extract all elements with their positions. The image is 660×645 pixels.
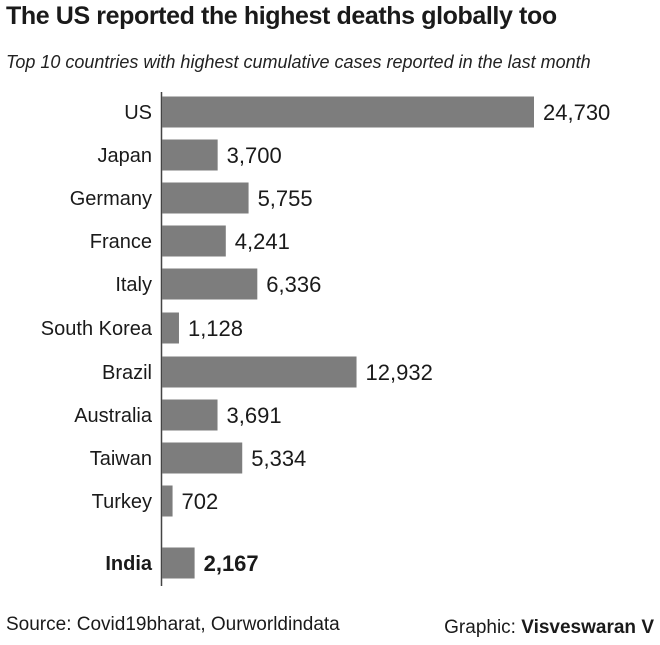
category-label-japan: Japan: [98, 145, 153, 167]
bar-italy: [162, 268, 258, 300]
bar-taiwan: [162, 442, 243, 474]
value-label-france: 4,241: [235, 229, 290, 254]
credit-label: Graphic:: [444, 617, 516, 638]
category-label-turkey: Turkey: [92, 491, 152, 513]
bar-japan: [162, 139, 218, 171]
chart-title: The US reported the highest deaths globa…: [6, 2, 557, 30]
bars-group: US 24,730 Japan 3,700 Germany 5,755 France 4,24…: [41, 96, 610, 579]
bar-australia: [162, 399, 218, 431]
bar-turkey: [162, 485, 173, 517]
category-label-taiwan: Taiwan: [90, 448, 152, 470]
value-label-australia: 3,691: [227, 403, 282, 428]
bar-france: [162, 225, 226, 257]
value-label-india: 2,167: [204, 551, 259, 576]
category-label-italy: Italy: [115, 274, 152, 296]
bar-brazil: [162, 356, 357, 388]
category-label-france: France: [90, 231, 152, 253]
credit-name: Visveswaran V: [521, 617, 654, 638]
category-label-australia: Australia: [74, 405, 153, 427]
value-label-brazil: 12,932: [366, 360, 433, 385]
category-label-india: India: [105, 553, 153, 575]
value-label-south-korea: 1,128: [188, 316, 243, 341]
category-label-south-korea: South Korea: [41, 318, 153, 340]
value-label-taiwan: 5,334: [251, 446, 306, 471]
category-label-germany: Germany: [70, 188, 152, 210]
bar-us: [162, 96, 534, 128]
chart-subtitle: Top 10 countries with highest cumulative…: [6, 52, 591, 72]
value-label-turkey: 702: [182, 489, 219, 514]
category-label-brazil: Brazil: [102, 362, 152, 384]
source-note: Source: Covid19bharat, Ourworldindata: [6, 614, 340, 635]
graphic-credit: Graphic: Visveswaran V: [444, 617, 654, 639]
value-label-germany: 5,755: [258, 186, 313, 211]
bar-india: [162, 547, 195, 579]
bar-germany: [162, 182, 249, 214]
bar-south-korea: [162, 312, 179, 344]
category-label-us: US: [124, 102, 152, 124]
value-label-italy: 6,336: [266, 272, 321, 297]
value-label-us: 24,730: [543, 100, 610, 125]
value-label-japan: 3,700: [227, 143, 282, 168]
